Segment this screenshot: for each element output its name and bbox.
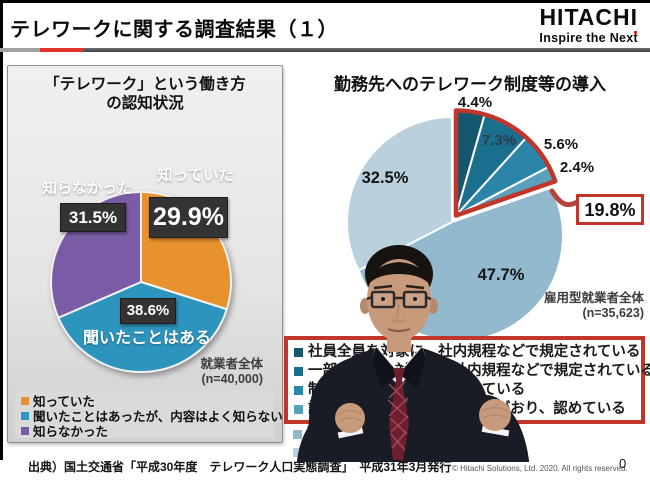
legend-item: 聞いたことはあったが、内容はよく知らない (21, 408, 283, 424)
awareness-chart-title-line1: 「テレワーク」という働き方 (44, 76, 246, 93)
pct-label-allowed: 5.6% (543, 136, 579, 153)
legend-item: 知らなかった (21, 423, 274, 439)
heard-pct-badge: 38.6% (120, 298, 176, 324)
legend-item: 知っていた (21, 393, 274, 409)
presenter-hairline (367, 262, 431, 286)
adoption-pie-chart (345, 108, 582, 343)
presenter-video-overlay (297, 245, 529, 462)
awareness-chart-title-line2: の認知状況 (106, 95, 184, 112)
page-title: テレワークに関する調査結果（１） (10, 19, 338, 41)
highlight-group-outline (453, 108, 558, 218)
highlight-total-badge: 19.8% (576, 194, 644, 225)
adoption-chart-title: 勤務先へのテレワーク制度等の導入 (334, 75, 606, 94)
presenter-lapel-left (372, 347, 399, 388)
presenter-lapel-right (399, 347, 426, 388)
awareness-sample-size: 就業者全体 (n=40,000) (200, 357, 263, 386)
awareness-chart-panel: 「テレワーク」という働き方 の認知状況 知っていた 29.9% 知らなかった 3… (7, 65, 283, 443)
page-number: 0 (619, 456, 627, 471)
presenter-tie (389, 380, 409, 460)
not-know-label: 知らなかった (41, 180, 132, 197)
presenter-glasses-bridge (366, 295, 432, 301)
presenter-mouth (387, 327, 411, 333)
video-top-border (0, 0, 650, 3)
source-citation: 出典）国土交通省「平成30年度 テレワーク人口実態調査」 平成31年3月発行 (28, 460, 452, 474)
heard-label: 聞いたことはある (82, 330, 211, 347)
logo-red-accent (634, 31, 637, 34)
presenter-left-eye (381, 297, 385, 301)
hitachi-logo-text: HITACHI (539, 4, 638, 30)
pct-label-dont-know: 32.5% (361, 169, 409, 187)
legend-swatch-6 (293, 448, 302, 457)
hitachi-logo: HITACHI Inspire the Next (539, 5, 638, 47)
presenter-right-eye (413, 297, 417, 301)
presenter-face (367, 259, 431, 341)
legend-swatch-1 (294, 348, 303, 357)
pct-label-no-system: 47.7% (477, 266, 525, 284)
divider-dark (84, 48, 650, 52)
knew-pct-badge: 29.9% (149, 197, 228, 238)
copyright-notice: © Hitachi Solutions, Ltd. 2020. All righ… (452, 464, 628, 473)
hitachi-logo-tagline: Inspire the Next (539, 31, 638, 45)
adoption-sample-size: 雇用型就業者全体 (n=35,623) (543, 291, 644, 320)
video-left-border (0, 0, 3, 460)
pie-slice-dont-know (345, 115, 453, 272)
not-know-pct-badge: 31.5% (60, 203, 126, 232)
presenter-nose (391, 303, 407, 323)
presenter-left-fingers (337, 409, 363, 422)
knew-label: 知っていた (157, 167, 234, 184)
pie-slice-heard (57, 280, 229, 373)
legend-swatch-4 (294, 405, 303, 414)
legend-swatch-2 (294, 367, 303, 376)
awareness-legend: 知っていた 聞いたことはあったが、内容はよく知らない 知らなかった (15, 390, 283, 439)
presenter-eyebrows (373, 284, 425, 290)
divider-red-segment (40, 48, 84, 52)
presenter-tie-knot (393, 368, 405, 380)
presenter-tie-pattern (387, 381, 409, 451)
pct-label-some-employees: 7.3% (481, 132, 517, 149)
legend-swatch-orange (21, 396, 29, 405)
pct-label-tolerated: 2.4% (559, 159, 595, 176)
pct-label-all-employees: 4.4% (457, 94, 493, 111)
divider-gray-left (0, 48, 40, 52)
legend-swatch-5 (293, 430, 302, 439)
legend-swatch-purple (21, 426, 29, 435)
legend-swatch-blue (21, 411, 29, 420)
legend-swatch-3 (294, 386, 303, 395)
presenter-right-fingers (481, 406, 509, 419)
